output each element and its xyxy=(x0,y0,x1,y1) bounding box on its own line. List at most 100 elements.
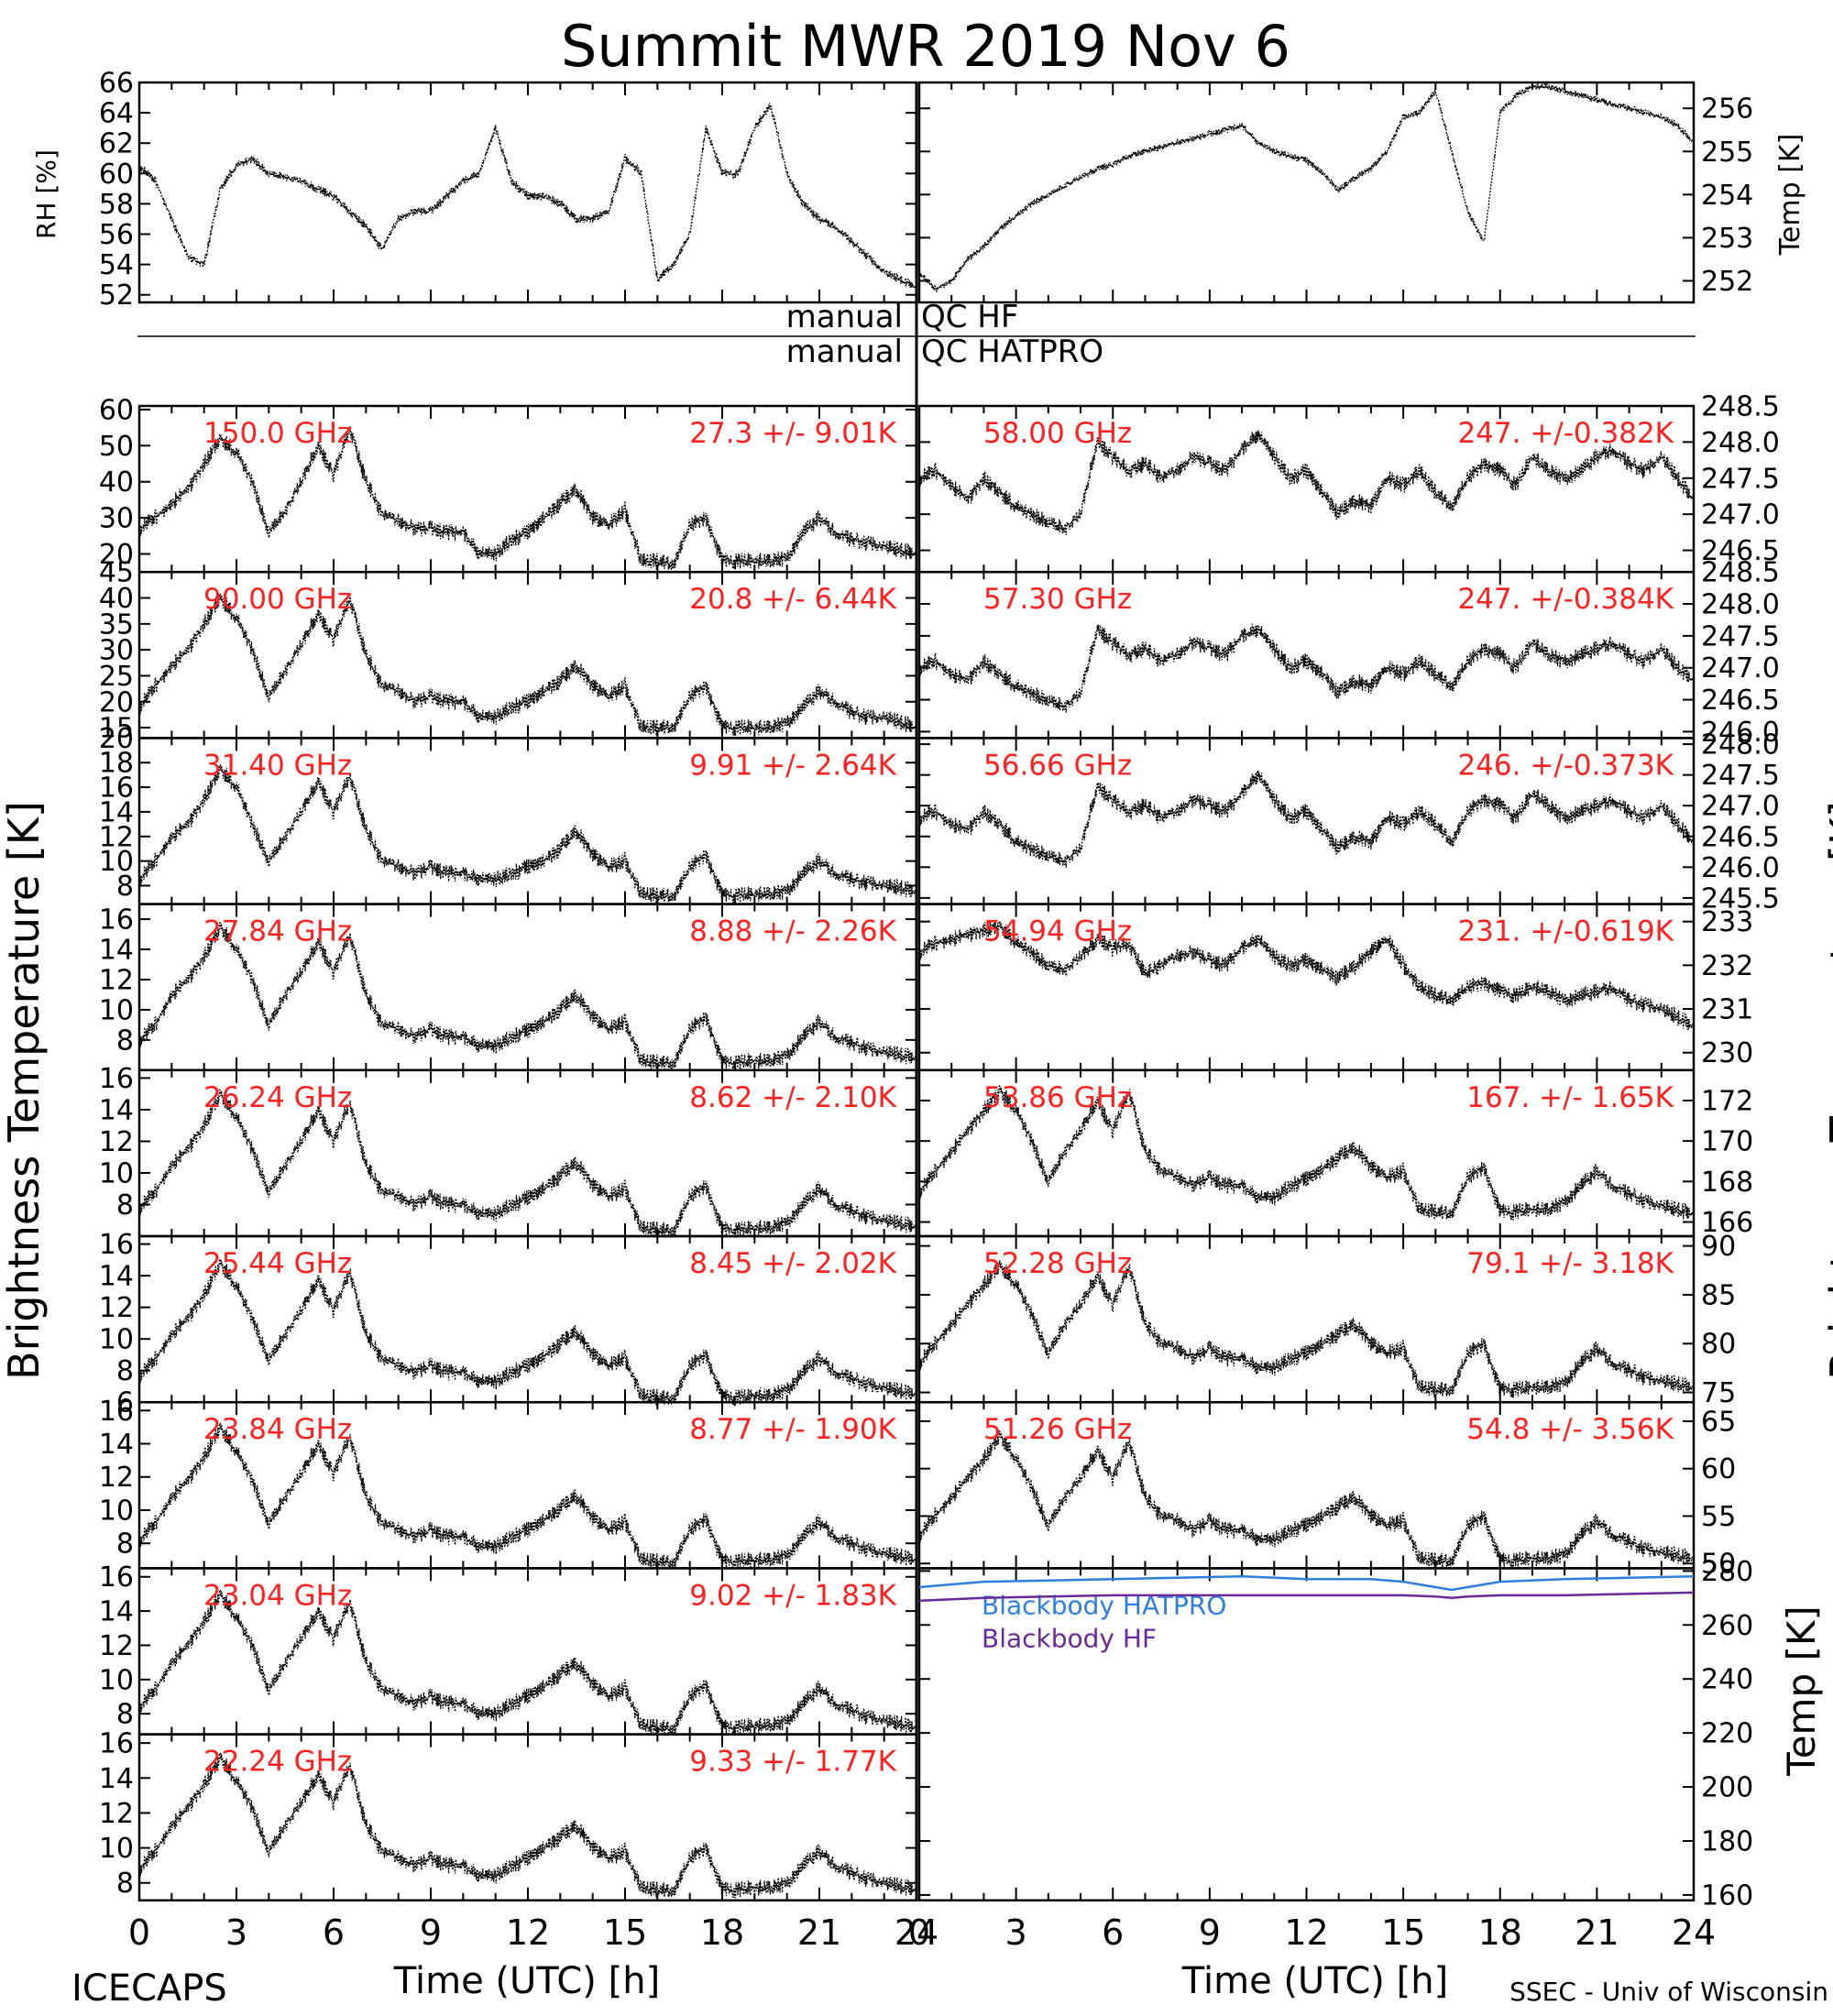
legend-entry-1: Blackbody HF xyxy=(982,1623,1157,1653)
y-tick-label: 10 xyxy=(99,1664,134,1696)
y-tick-label: 16 xyxy=(99,1728,134,1760)
data-series-ch150 xyxy=(138,425,917,571)
channel-label-ch22: 22.24 GHz xyxy=(203,1746,352,1779)
x-tick-label-left: 21 xyxy=(797,1912,841,1953)
x-tick-label-right: 6 xyxy=(1102,1912,1124,1953)
y-tick-label: 14 xyxy=(99,796,134,828)
x-tick-label-left: 24 xyxy=(895,1912,938,1953)
y-tick-label: 246.5 xyxy=(1701,535,1780,567)
y-tick-label: 230 xyxy=(1701,1037,1753,1069)
y-tick-label: 10 xyxy=(99,994,134,1026)
y-tick-label: 247.0 xyxy=(1701,499,1780,531)
y-tick-label: 16 xyxy=(99,1063,134,1095)
y-tick-label: 247.5 xyxy=(1701,760,1780,792)
panel-ch51: 50 55 60 65 51.26 GHz 54.8 +/- 3.56K xyxy=(917,1400,1736,1581)
y-tick-label: 75 xyxy=(1701,1377,1736,1409)
y-tick-label: 14 xyxy=(99,1094,134,1126)
data-series-ch25 xyxy=(138,1258,917,1407)
y-tick-label: 40 xyxy=(99,583,134,615)
y-tick-label: 60 xyxy=(1701,1453,1736,1485)
x-tick-label-right: 15 xyxy=(1381,1912,1425,1953)
y-tick-label: 85 xyxy=(1701,1279,1736,1311)
figure-title: Summit MWR 2019 Nov 6 xyxy=(561,13,1290,80)
channel-label-ch53: 53.86 GHz xyxy=(983,1081,1132,1114)
y-tick-label: 220 xyxy=(1701,1718,1753,1750)
y-tick-label: 232 xyxy=(1701,950,1753,982)
data-series-ch54 xyxy=(918,918,1695,1030)
qc-hatpro-right: QC HATPRO xyxy=(921,334,1103,370)
y-tick-label: 8 xyxy=(116,1699,134,1731)
qc-hf-left: manual xyxy=(786,299,903,335)
channel-label-ch26: 26.24 GHz xyxy=(203,1081,352,1114)
panel-temp: 252 253 254 255 256 xyxy=(917,81,1753,304)
channel-label-ch31: 31.40 GHz xyxy=(203,749,352,782)
y-tick-label: 12 xyxy=(99,1462,134,1494)
data-series-ch53 xyxy=(918,1084,1695,1221)
y-tick-label: 231 xyxy=(1701,994,1753,1026)
y-tick-label: 8 xyxy=(116,1528,134,1561)
channel-stats-ch150: 27.3 +/- 9.01K xyxy=(689,417,896,450)
y-tick-label: 252 xyxy=(1701,266,1753,298)
y-tick-label: 248.5 xyxy=(1701,557,1780,589)
channel-label-ch56: 56.66 GHz xyxy=(983,749,1132,782)
channel-label-ch58: 58.00 GHz xyxy=(983,417,1132,450)
channel-stats-ch57: 247. +/-0.384K xyxy=(1457,583,1674,616)
qc-hatpro-left: manual xyxy=(786,334,903,370)
y-tick-label: 14 xyxy=(99,935,134,967)
y-tick-label: 248.0 xyxy=(1701,589,1780,621)
channel-stats-ch23a: 9.02 +/- 1.83K xyxy=(689,1579,896,1612)
y-tick-label: 50 xyxy=(99,431,134,463)
channel-label-ch57: 57.30 GHz xyxy=(983,583,1132,616)
y-tick-label: 200 xyxy=(1701,1772,1753,1804)
x-tick-label-right: 3 xyxy=(1005,1912,1027,1953)
y-tick-label: 245.5 xyxy=(1701,882,1780,915)
temp-y-axis-label: Temp [K] xyxy=(1774,134,1806,257)
y-tick-label: 248.0 xyxy=(1701,729,1780,761)
y-tick-label: 14 xyxy=(99,1763,134,1795)
channel-label-ch90: 90.00 GHz xyxy=(203,583,352,616)
channel-label-ch23b: 23.84 GHz xyxy=(203,1413,352,1446)
x-tick-label-right: 24 xyxy=(1672,1912,1716,1953)
channel-label-ch27: 27.84 GHz xyxy=(203,915,352,948)
y-tick-label: 166 xyxy=(1701,1207,1753,1239)
y-tick-label: 60 xyxy=(99,159,134,191)
data-series-ch23a xyxy=(138,1588,917,1737)
y-tick-label: 62 xyxy=(99,128,134,160)
y-tick-label: 246.0 xyxy=(1701,717,1780,749)
y-tick-label: 10 xyxy=(99,1324,134,1356)
panel-ch52: 75 80 85 90 52.28 GHz 79.1 +/- 3.18K xyxy=(917,1231,1736,1409)
y-tick-label: 20 xyxy=(99,723,134,755)
panel-ch54: 230 231 232 233 54.94 GHz 231. +/-0.619K xyxy=(917,903,1753,1072)
y-tick-label: 16 xyxy=(99,1396,134,1428)
y-tick-label: 40 xyxy=(99,466,134,499)
data-series-ch56 xyxy=(918,770,1695,868)
y-tick-label: 8 xyxy=(116,1024,134,1057)
y-tick-label: 240 xyxy=(1701,1664,1753,1696)
y-tick-label: 246.0 xyxy=(1701,852,1780,884)
y-tick-label: 254 xyxy=(1701,180,1753,212)
y-tick-label: 248.5 xyxy=(1701,391,1780,423)
y-tick-label: 8 xyxy=(116,1355,134,1387)
y-tick-label: 90 xyxy=(1701,1231,1736,1263)
x-tick-label-right: 12 xyxy=(1284,1912,1328,1953)
data-series-ch52 xyxy=(918,1259,1695,1398)
x-tick-label-left: 15 xyxy=(603,1912,647,1953)
data-series-ch57 xyxy=(918,623,1695,713)
y-tick-label: 60 xyxy=(99,394,134,426)
y-tick-label: 256 xyxy=(1701,93,1753,126)
data-series-ch51 xyxy=(918,1430,1695,1570)
y-tick-label: 12 xyxy=(99,821,134,853)
y-tick-label: 30 xyxy=(99,635,134,667)
y-tick-label: 52 xyxy=(99,279,134,312)
x-tick-label-right: 9 xyxy=(1199,1912,1221,1953)
x-tick-label-left: 12 xyxy=(506,1912,550,1953)
rh-y-axis-label: RH [%] xyxy=(31,149,61,239)
y-tick-label: 180 xyxy=(1701,1825,1753,1857)
y-tick-label: 12 xyxy=(99,1126,134,1158)
y-tick-label: 66 xyxy=(99,68,134,100)
